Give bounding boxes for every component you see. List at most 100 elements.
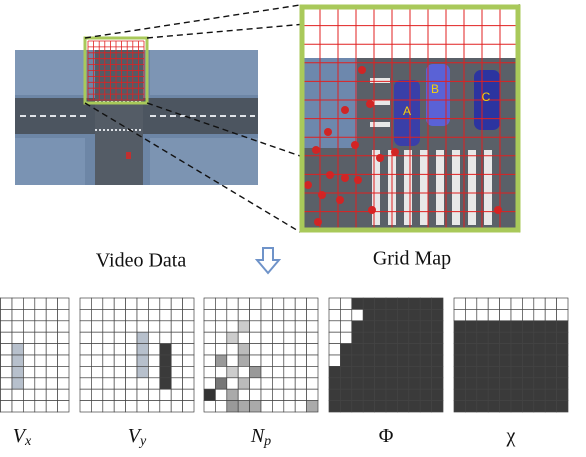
grid-cell bbox=[533, 320, 546, 333]
grid-cell bbox=[533, 377, 546, 390]
grid-cell bbox=[476, 388, 489, 401]
grid-cell bbox=[34, 354, 47, 367]
grid-cell bbox=[453, 400, 466, 413]
grid-cell bbox=[79, 320, 92, 333]
grid-cell bbox=[113, 377, 126, 390]
caption: Video Data bbox=[96, 250, 187, 272]
grid-cell bbox=[453, 388, 466, 401]
grid-cell bbox=[159, 343, 172, 356]
grid-cell bbox=[453, 343, 466, 356]
grid-cell bbox=[79, 309, 92, 322]
grid-cell bbox=[102, 354, 115, 367]
grid-cell bbox=[226, 331, 239, 344]
grid-label: Np bbox=[250, 425, 271, 450]
grid-cell bbox=[544, 400, 557, 413]
grid-cell bbox=[397, 331, 410, 344]
grid-cell bbox=[419, 388, 432, 401]
subscript: x bbox=[24, 434, 32, 449]
grid-overlay bbox=[87, 40, 145, 101]
grid-cell bbox=[362, 309, 375, 322]
grid-cell bbox=[385, 309, 398, 322]
grid-cell bbox=[203, 366, 216, 379]
grid-cell bbox=[215, 343, 228, 356]
grid-cell bbox=[136, 309, 149, 322]
grid-cell bbox=[362, 366, 375, 379]
grid-cell bbox=[510, 331, 523, 344]
grid-cell bbox=[272, 343, 285, 356]
grid-cell bbox=[170, 309, 183, 322]
grid-cell bbox=[476, 343, 489, 356]
grid-cell bbox=[476, 400, 489, 413]
grid-cell bbox=[113, 343, 126, 356]
grid-cell bbox=[465, 343, 478, 356]
grid-cell bbox=[203, 331, 216, 344]
grid-cell bbox=[237, 400, 250, 413]
grid-cell bbox=[0, 377, 13, 390]
grid-cell bbox=[113, 366, 126, 379]
grid-cell bbox=[226, 309, 239, 322]
grid-cell bbox=[556, 377, 569, 390]
grid-cell bbox=[544, 309, 557, 322]
grid-cell bbox=[203, 400, 216, 413]
grid-cell bbox=[533, 354, 546, 367]
grid-cell bbox=[374, 331, 387, 344]
car-label: B bbox=[431, 82, 439, 96]
grid-cell bbox=[465, 309, 478, 322]
subscript: p bbox=[263, 434, 271, 449]
grid-cell bbox=[34, 320, 47, 333]
grid-cell bbox=[0, 400, 13, 413]
grid-cell bbox=[11, 354, 24, 367]
grid-cell bbox=[397, 309, 410, 322]
grid-cell bbox=[544, 297, 557, 310]
grid-cell bbox=[170, 366, 183, 379]
grid-cell bbox=[215, 354, 228, 367]
grid-cell bbox=[249, 377, 262, 390]
grid-cell bbox=[408, 377, 421, 390]
grid-cell bbox=[148, 331, 161, 344]
grid-cell bbox=[408, 343, 421, 356]
grid-cell bbox=[57, 377, 70, 390]
grid-cell bbox=[57, 354, 70, 367]
symbol: N bbox=[250, 425, 266, 447]
grid-cell bbox=[237, 377, 250, 390]
grid-cell bbox=[510, 366, 523, 379]
grid-cell bbox=[45, 400, 58, 413]
symbol: V bbox=[13, 425, 28, 447]
grid-cell bbox=[79, 343, 92, 356]
grid-cell bbox=[499, 400, 512, 413]
grid-cell bbox=[215, 331, 228, 344]
grid-cell bbox=[476, 366, 489, 379]
grid-cell bbox=[476, 297, 489, 310]
grid-cell bbox=[125, 388, 138, 401]
grid-cell bbox=[544, 354, 557, 367]
grid-cell bbox=[340, 354, 353, 367]
grid-cell bbox=[465, 297, 478, 310]
grid-label: Vx bbox=[13, 425, 32, 450]
grid-cell bbox=[170, 377, 183, 390]
grid-cell bbox=[294, 297, 307, 310]
grid-cell bbox=[419, 354, 432, 367]
grid-cell bbox=[487, 388, 500, 401]
grid-cell bbox=[45, 297, 58, 310]
grid-cell bbox=[522, 354, 535, 367]
grid-cell bbox=[487, 377, 500, 390]
grid-cell bbox=[328, 388, 341, 401]
grid-cell bbox=[431, 366, 444, 379]
grid-cell bbox=[215, 297, 228, 310]
grid-cell bbox=[499, 343, 512, 356]
grid-cell bbox=[249, 366, 262, 379]
grid-cell bbox=[182, 354, 195, 367]
symbol: V bbox=[128, 425, 143, 447]
grid-cell bbox=[362, 400, 375, 413]
grid-cell bbox=[79, 366, 92, 379]
grid-cell bbox=[499, 388, 512, 401]
grid-cell bbox=[510, 309, 523, 322]
grid-cell bbox=[237, 366, 250, 379]
grid-cell bbox=[294, 354, 307, 367]
grid-cell bbox=[237, 331, 250, 344]
grid-cell bbox=[283, 331, 296, 344]
grid-cell bbox=[136, 297, 149, 310]
grid-cell bbox=[510, 388, 523, 401]
grid-cell bbox=[340, 320, 353, 333]
grid-cell bbox=[23, 400, 36, 413]
